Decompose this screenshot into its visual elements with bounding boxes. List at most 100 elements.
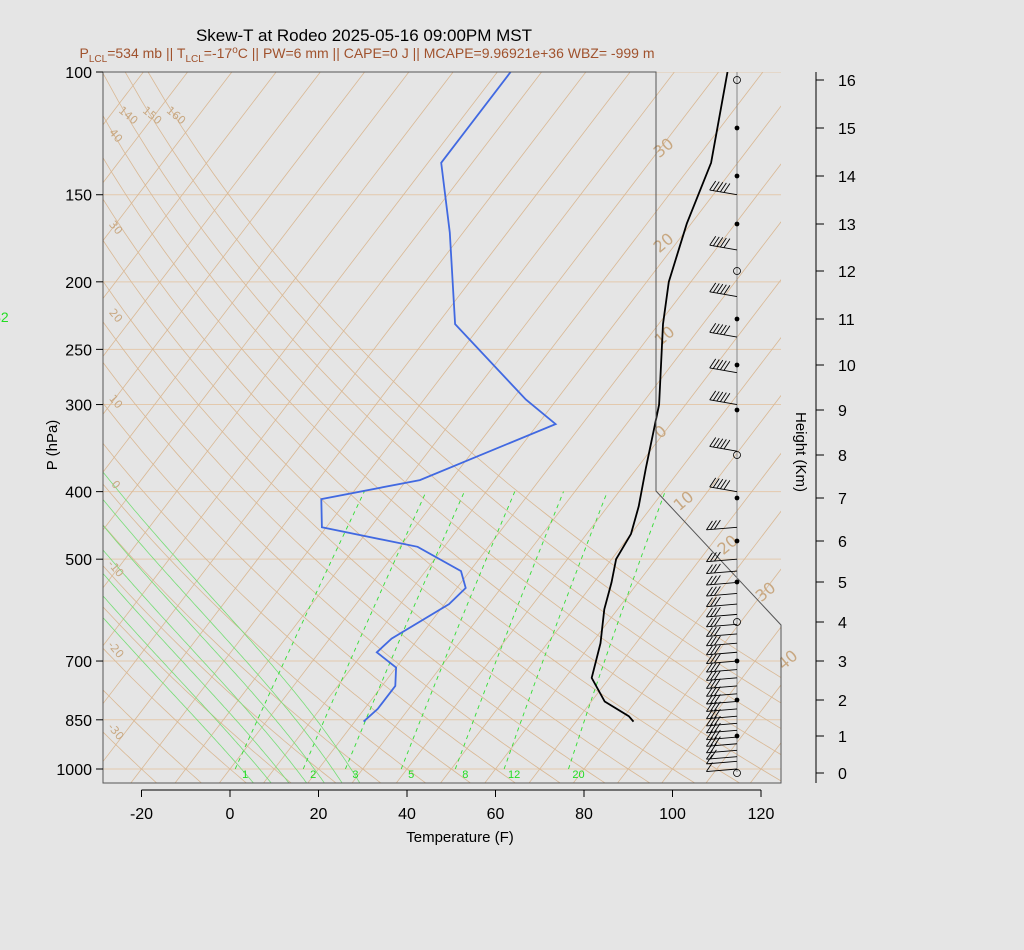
wind-barb-flag [706,520,713,531]
wind-barb-flag [710,662,717,673]
subtitle-t-value: =-17 [204,45,233,61]
temperature-tick-label: 40 [398,806,416,823]
wind-barb-flag [723,183,731,193]
wind-barb [706,736,738,741]
wind-barb-flag [719,392,727,402]
wind-barb-flag [710,670,717,681]
wind-barb [706,760,738,765]
profile-lines [320,72,729,723]
wind-barb-flag [709,235,717,246]
wind-barb-flag [710,617,717,627]
dry-adiabat [103,198,741,783]
dry-adiabat-label: 140 [116,104,140,127]
wind-barb-flag [714,551,721,562]
isotherm [440,337,781,783]
wind-barb-flag [706,552,713,562]
wind-barb [706,693,738,697]
isotherm [174,72,719,783]
height-tick-label: 0 [838,766,847,783]
wind-barb-flag [709,282,717,293]
dry-adiabat [103,280,651,783]
height-marker [734,697,740,703]
moist-adiabat [103,471,361,783]
isotherm-label: 30 [106,218,125,237]
isotherm [103,72,144,126]
wind-barb-flag [716,478,724,489]
wind-barb-flag [714,694,721,704]
wind-barb-flag [706,687,713,697]
wind-barb-flag [714,644,721,655]
wind-barb-flag [706,654,713,664]
isotherm-label: 10 [106,392,125,411]
dry-adiabat [103,156,781,782]
dry-adiabat [124,72,781,704]
dry-adiabat [103,565,337,783]
wind-barb-flag [719,439,727,449]
temperature-tick-label: 100 [659,806,686,823]
mixing-ratio-line [503,491,608,770]
wind-barb-flag [710,607,717,617]
isotherm [103,72,410,473]
mixing-ratio-line [568,491,666,770]
dry-adiabat [103,606,292,783]
wind-barb-flag [712,478,720,488]
isotherm [705,684,781,783]
dry-adiabat [103,402,517,783]
mixing-ratio-label: 2 [310,769,316,781]
height-tick-label: 11 [838,312,855,329]
mixing-ratio-line [454,491,564,770]
dry-adiabat [103,524,382,783]
wind-barb-flag [714,662,721,672]
dry-adiabat [147,72,781,679]
dry-adiabat [103,321,606,783]
wind-barb-flag [714,607,721,617]
wind-barb-flag [710,749,717,760]
wind-barb [706,756,738,760]
wind-barb-flag [723,361,731,371]
height-marker [733,618,741,626]
wind-barb-flag [712,181,720,191]
height-tick-label: 2 [838,693,847,710]
isotherm [528,452,781,783]
wind-barb-flag [712,359,720,369]
isotherm-label: 40 [106,126,125,145]
wind-barb [706,603,738,608]
isotherm-label: 0 [108,478,122,492]
wind-barb [709,446,738,452]
moist-adiabat [103,549,308,783]
wind-barb-flag [714,575,721,585]
wind-barb-flag [706,679,713,689]
pressure-tick-label: 500 [65,552,92,569]
pressure-axis: 100 150 200 250 300 400 500 700 850 1000 [56,65,103,779]
pressure-tick-label: 300 [65,398,92,415]
wind-barb-flag [719,360,727,371]
wind-barb-flag [714,596,721,607]
isotherm [103,72,542,647]
dry-adiabat [103,483,427,783]
wind-barb-flag [716,237,724,247]
dry-adiabat [103,442,472,783]
height-marker [734,316,740,322]
wind-barb-flag [709,323,717,333]
pressure-tick-label: 400 [65,485,92,502]
isotherm-label: 40 [774,646,802,674]
isotherm [395,279,781,783]
dry-adiabat [103,647,247,783]
wind-barb-flag [723,325,731,335]
wind-barb-flag [706,564,713,574]
wind-barb-flag [712,236,720,247]
wind-barb [706,749,738,754]
wind-barb-flag [710,575,717,585]
temperature-tick-label: 80 [575,806,593,823]
temperature-tick-label: 20 [310,806,328,823]
height-marker [734,495,740,501]
wind-barb-flag [706,743,713,754]
wind-barb-flag [710,694,717,704]
plot-frame [102,71,782,784]
wind-barb-flag [706,597,713,607]
wind-barb-flag [719,182,727,193]
height-tick-label: 8 [838,448,847,465]
wind-barb-flag [709,180,717,191]
wind-barb-flag [710,645,717,655]
height-tick-label: 6 [838,534,847,551]
